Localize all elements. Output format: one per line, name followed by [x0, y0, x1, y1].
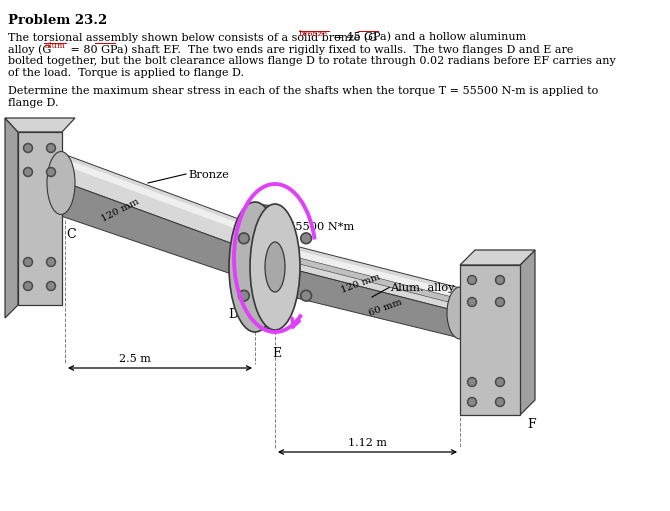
Text: = 45 GPa) and a hollow aluminum: = 45 GPa) and a hollow aluminum	[330, 32, 527, 42]
Circle shape	[469, 299, 475, 305]
Circle shape	[46, 258, 56, 267]
Text: flange D.: flange D.	[8, 98, 58, 108]
Circle shape	[46, 168, 56, 176]
Circle shape	[23, 144, 33, 152]
Circle shape	[301, 233, 312, 244]
Text: The torsional assembly shown below consists of a solid bronze (G: The torsional assembly shown below consi…	[8, 32, 377, 42]
Text: F: F	[527, 418, 535, 431]
Text: 120 mm: 120 mm	[340, 273, 382, 295]
Circle shape	[497, 379, 503, 385]
Polygon shape	[272, 244, 460, 300]
Circle shape	[48, 145, 54, 151]
Circle shape	[46, 144, 56, 152]
Circle shape	[240, 235, 248, 242]
Polygon shape	[460, 250, 535, 265]
Polygon shape	[272, 251, 460, 305]
Text: 55500 N*m: 55500 N*m	[288, 222, 354, 232]
Circle shape	[48, 259, 54, 265]
Circle shape	[23, 258, 33, 267]
Polygon shape	[520, 250, 535, 415]
Text: E: E	[272, 347, 281, 360]
Circle shape	[302, 235, 310, 242]
Circle shape	[46, 282, 56, 290]
Text: alloy (G: alloy (G	[8, 44, 51, 55]
Circle shape	[468, 398, 476, 406]
Polygon shape	[58, 156, 255, 236]
Ellipse shape	[250, 204, 300, 330]
Circle shape	[496, 275, 505, 285]
Circle shape	[240, 292, 248, 299]
Circle shape	[301, 290, 312, 301]
Polygon shape	[18, 132, 62, 305]
Circle shape	[302, 292, 310, 299]
Circle shape	[25, 283, 31, 289]
Text: 1.12 m: 1.12 m	[348, 438, 387, 448]
Text: Bronze: Bronze	[188, 170, 229, 180]
Circle shape	[469, 277, 475, 283]
Ellipse shape	[265, 242, 285, 292]
Circle shape	[25, 259, 31, 265]
Polygon shape	[5, 118, 18, 318]
Circle shape	[23, 168, 33, 176]
Polygon shape	[272, 264, 460, 338]
Circle shape	[496, 297, 505, 307]
Circle shape	[497, 277, 503, 283]
Polygon shape	[460, 265, 520, 415]
Polygon shape	[58, 180, 255, 282]
Text: alum: alum	[44, 42, 65, 50]
Circle shape	[468, 378, 476, 386]
Circle shape	[239, 233, 249, 244]
Text: of the load.  Torque is applied to flange D.: of the load. Torque is applied to flange…	[8, 68, 244, 78]
Text: bolted together, but the bolt clearance allows flange D to rotate through 0.02 r: bolted together, but the bolt clearance …	[8, 56, 616, 66]
Polygon shape	[5, 118, 75, 132]
Text: Problem 23.2: Problem 23.2	[8, 14, 107, 27]
Text: Alum. alloy: Alum. alloy	[390, 283, 454, 293]
Circle shape	[496, 378, 505, 386]
Polygon shape	[272, 240, 460, 312]
Circle shape	[497, 299, 503, 305]
Text: C: C	[66, 228, 76, 241]
Text: 120 mm: 120 mm	[100, 197, 141, 223]
Circle shape	[469, 399, 475, 405]
Circle shape	[496, 398, 505, 406]
Polygon shape	[58, 152, 255, 252]
Circle shape	[25, 169, 31, 175]
Polygon shape	[255, 204, 275, 330]
Text: = 80 GPa) shaft EF.  The two ends are rigidly fixed to walls.  The two flanges D: = 80 GPa) shaft EF. The two ends are rig…	[68, 44, 574, 55]
Circle shape	[48, 283, 54, 289]
Circle shape	[497, 399, 503, 405]
Circle shape	[239, 290, 249, 301]
Text: bronze: bronze	[299, 30, 328, 38]
Text: 60 mm: 60 mm	[368, 298, 404, 318]
Ellipse shape	[447, 287, 473, 339]
Circle shape	[23, 282, 33, 290]
Text: 2.5 m: 2.5 m	[119, 354, 151, 364]
Text: D: D	[228, 308, 238, 321]
Circle shape	[48, 169, 54, 175]
Text: Determine the maximum shear stress in each of the shafts when the torque T = 555: Determine the maximum shear stress in ea…	[8, 86, 598, 96]
Circle shape	[469, 379, 475, 385]
Circle shape	[468, 297, 476, 307]
Ellipse shape	[229, 202, 281, 332]
Circle shape	[25, 145, 31, 151]
Circle shape	[468, 275, 476, 285]
Ellipse shape	[47, 151, 75, 215]
